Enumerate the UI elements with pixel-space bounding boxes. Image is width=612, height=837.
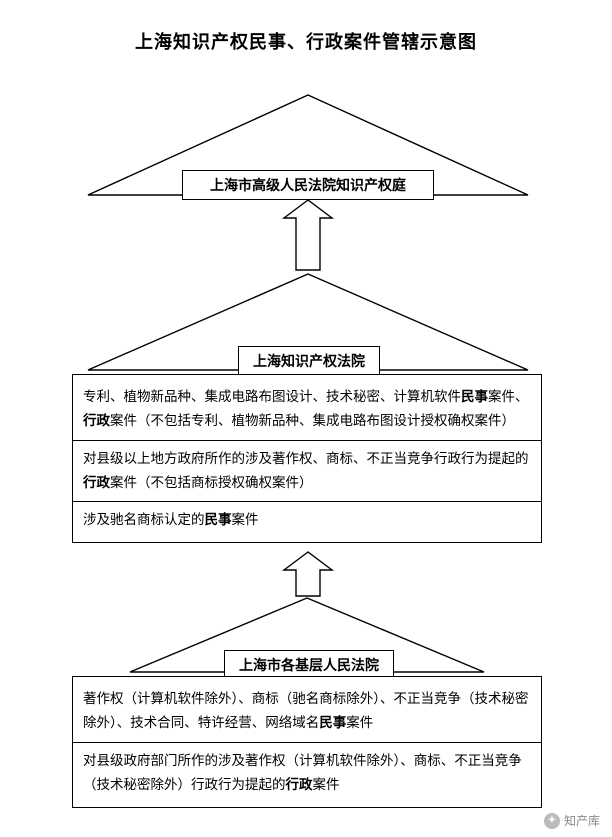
high-court-label: 上海市高级人民法院知识产权庭 — [182, 170, 434, 200]
ip-court-label: 上海知识产权法院 — [238, 346, 380, 376]
desc-line: 对县级政府部门所作的涉及著作权（计算机软件除外）、商标、不正当竞争（技术秘密除外… — [83, 747, 531, 800]
basic-court-desc: 著作权（计算机软件除外）、商标（驰名商标除外）、不正当竞争（技术秘密除外）、技术… — [72, 676, 542, 808]
watermark: ✦ 知产库 — [544, 812, 600, 829]
ip-court-desc: 专利、植物新品种、集成电路布图设计、技术秘密、计算机软件民事案件、行政案件（不包… — [72, 374, 542, 543]
page-title: 上海知识产权民事、行政案件管辖示意图 — [0, 0, 612, 54]
diagram-canvas: 上海知识产权民事、行政案件管辖示意图 上海市高级人民法院知识产权庭 上海知识产权… — [0, 0, 612, 837]
desc-line: 对县级以上地方政府所作的涉及著作权、商标、不正当竞争行政行为提起的行政案件（不包… — [83, 445, 531, 498]
desc-line: 专利、植物新品种、集成电路布图设计、技术秘密、计算机软件民事案件、行政案件（不包… — [83, 383, 531, 436]
watermark-text: 知产库 — [564, 812, 600, 829]
desc-line: 著作权（计算机软件除外）、商标（驰名商标除外）、不正当竞争（技术秘密除外）、技术… — [83, 685, 531, 738]
wechat-icon: ✦ — [544, 813, 560, 829]
desc-line: 涉及驰名商标认定的民事案件 — [83, 506, 531, 534]
